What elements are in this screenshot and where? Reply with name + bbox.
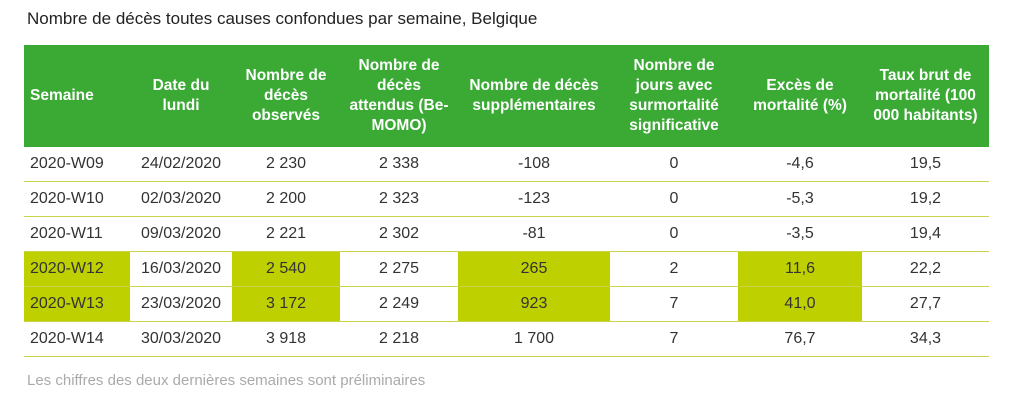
table-cell: 2 540 (232, 251, 340, 287)
table-cell: 41,0 (738, 286, 862, 322)
table-cell: 22,2 (862, 251, 989, 287)
column-header: Date du lundi (130, 45, 232, 147)
table-cell: -108 (458, 147, 610, 182)
table-row: 2020-W09 24/02/2020 2 230 2 338 -108 0 -4,6 19,… (24, 147, 989, 182)
table-cell: 19,5 (862, 147, 989, 182)
table-cell: 0 (610, 147, 738, 182)
table-cell: 2 230 (232, 147, 340, 182)
table-cell: 2 218 (340, 321, 458, 357)
table-cell: 2020-W13 (24, 286, 130, 322)
table-cell: -4,6 (738, 147, 862, 182)
table-cell: 09/03/2020 (130, 216, 232, 252)
table-cell: 2020-W14 (24, 321, 130, 357)
column-header: Nombre de décès attendus (Be-MOMO) (340, 45, 458, 147)
column-header: Nombre de décès supplémentaires (458, 45, 610, 147)
column-header: Excès de mortalité (%) (738, 45, 862, 147)
table-cell: -123 (458, 181, 610, 217)
table-cell: 2 (610, 251, 738, 287)
table-cell: 7 (610, 286, 738, 322)
table-cell: 923 (458, 286, 610, 322)
column-header: Taux brut de mortalité (100 000 habitant… (862, 45, 989, 147)
table-cell: 2 302 (340, 216, 458, 252)
table-cell: 3 918 (232, 321, 340, 357)
table-cell: 24/02/2020 (130, 147, 232, 182)
table-cell: 2 200 (232, 181, 340, 217)
table-cell: 2 221 (232, 216, 340, 252)
table-cell: 2 249 (340, 286, 458, 322)
table-cell: 2020-W11 (24, 216, 130, 252)
table-cell: 1 700 (458, 321, 610, 357)
table-cell: -5,3 (738, 181, 862, 217)
column-header: Nombre de décès observés (232, 45, 340, 147)
table-cell: 0 (610, 181, 738, 217)
table-row: 2020-W14 30/03/2020 3 918 2 218 1 700 7 76,7 34… (24, 321, 989, 357)
table-cell: 11,6 (738, 251, 862, 287)
table-title: Nombre de décès toutes causes confondues… (27, 9, 538, 28)
table-cell: 02/03/2020 (130, 181, 232, 217)
table-cell: 16/03/2020 (130, 251, 232, 287)
table-cell: 3 172 (232, 286, 340, 322)
table-row: 2020-W11 09/03/2020 2 221 2 302 -81 0 -3,5 19,4 (24, 216, 989, 252)
table-cell: 19,4 (862, 216, 989, 252)
table-cell: 30/03/2020 (130, 321, 232, 357)
table-cell: 7 (610, 321, 738, 357)
table-cell: 2020-W12 (24, 251, 130, 287)
column-header: Semaine (24, 45, 130, 147)
table-cell: 265 (458, 251, 610, 287)
table-cell: 27,7 (862, 286, 989, 322)
table-cell: 2020-W10 (24, 181, 130, 217)
table-cell: 2 338 (340, 147, 458, 182)
table-row: 2020-W13 23/03/2020 3 172 2 249 923 7 41,0 27,7 (24, 286, 989, 322)
table-cell: -3,5 (738, 216, 862, 252)
table-cell: 2 323 (340, 181, 458, 217)
table-cell: 0 (610, 216, 738, 252)
table-row: 2020-W10 02/03/2020 2 200 2 323 -123 0 -5,3 19,… (24, 181, 989, 217)
column-header: Nombre de jours avec surmortalité signif… (610, 45, 738, 147)
table-row: 2020-W12 16/03/2020 2 540 2 275 265 2 11,6 22,2 (24, 251, 989, 287)
table-cell: 19,2 (862, 181, 989, 217)
table-cell: 23/03/2020 (130, 286, 232, 322)
table-cell: 76,7 (738, 321, 862, 357)
mortality-table: Semaine Date du lundi Nombre de décès obse… (24, 45, 989, 357)
header-row: Semaine Date du lundi Nombre de décès obse… (24, 45, 989, 147)
table-cell: 2020-W09 (24, 147, 130, 182)
table-cell: 34,3 (862, 321, 989, 357)
table-cell: 2 275 (340, 251, 458, 287)
table-cell: -81 (458, 216, 610, 252)
footnote: Les chiffres des deux dernières semaines… (27, 372, 426, 389)
